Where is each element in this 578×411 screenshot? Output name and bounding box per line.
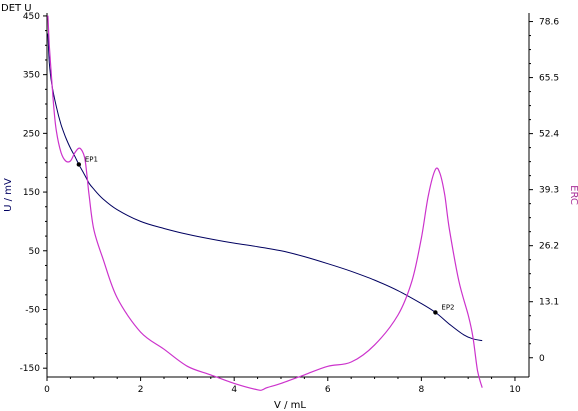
endpoint-label: EP2	[441, 303, 454, 311]
endpoint-marker	[76, 162, 82, 167]
y-tick-label: 150	[23, 188, 40, 198]
y2-tick-label: 65.5	[539, 74, 559, 84]
y-tick-label: 50	[29, 247, 41, 257]
chart-title: DET U	[1, 3, 32, 14]
x-tick-label: 0	[44, 385, 50, 395]
y2-tick-label: 78.6	[539, 18, 559, 28]
y2-tick-label: 39.3	[539, 186, 559, 196]
potential-curve	[47, 33, 483, 342]
y2-axis-title: ERC	[568, 185, 578, 205]
x-tick-label: 10	[509, 385, 521, 395]
y-tick-label: -50	[25, 305, 40, 315]
endpoint-label: EP1	[85, 155, 98, 163]
x-tick-label: 6	[325, 385, 331, 395]
y2-tick-label: 0	[539, 354, 545, 364]
y2-tick-label: 52.4	[539, 130, 559, 140]
y2-tick-label: 26.2	[539, 242, 559, 252]
y-tick-label: -150	[20, 364, 41, 374]
x-tick-label: 4	[231, 385, 237, 395]
x-tick-label: 8	[419, 385, 425, 395]
y2-tick-label: 13.1	[539, 298, 559, 308]
erc-curve	[47, 15, 483, 391]
y-axis-title: U / mV	[3, 178, 14, 212]
plot-area: 450 350 250 150 50 -50 -150 78.6 65.5 52.4 39.3 26.…	[20, 12, 560, 395]
x-tick-label: 2	[138, 385, 144, 395]
y-tick-label: 450	[23, 12, 40, 22]
y-tick-label: 250	[23, 129, 40, 139]
endpoint-marker	[433, 310, 438, 315]
y-tick-label: 350	[23, 71, 40, 81]
x-axis-title: V / mL	[274, 400, 306, 411]
